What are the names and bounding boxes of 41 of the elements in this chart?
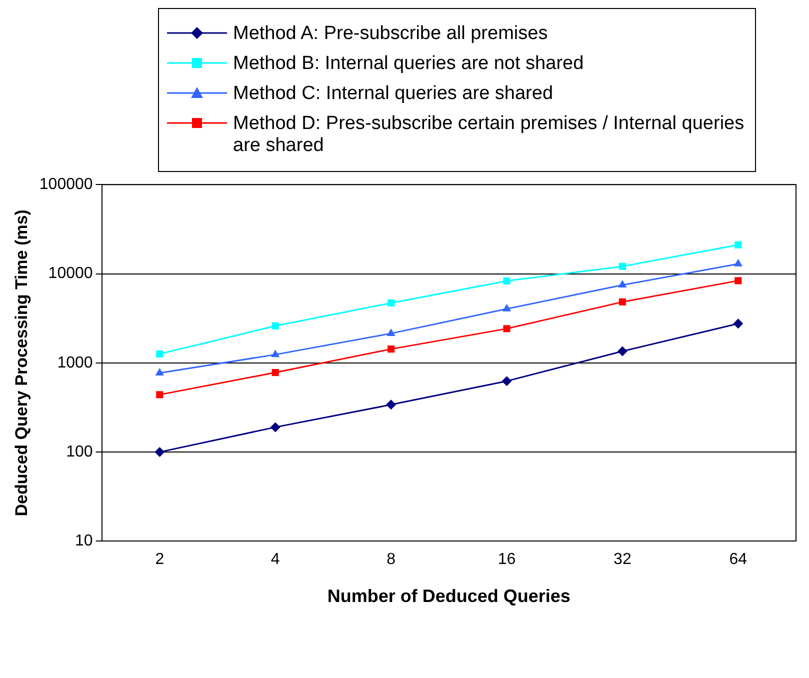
- point: [271, 350, 280, 358]
- point: [270, 422, 280, 432]
- point: [272, 322, 279, 330]
- point: [618, 262, 626, 270]
- legend-label: Method A: Pre-subscribe all premises: [233, 23, 548, 45]
- legend-label: Method D: Pres-subscribe certain premises / Internal queries are shared: [233, 113, 746, 157]
- point: [388, 346, 395, 353]
- point: [154, 447, 165, 458]
- point: [502, 304, 512, 312]
- x-axis-title: Number of Deduced Queries: [327, 586, 570, 606]
- x-tick-label: 8: [386, 551, 396, 568]
- point: [386, 328, 396, 336]
- y-tick-label: 100000: [39, 176, 93, 194]
- point: [156, 350, 164, 358]
- y-tick-label: 100: [66, 443, 93, 460]
- y-tick-label: 10000: [48, 265, 93, 282]
- x-tick-label: 4: [270, 551, 280, 568]
- point: [733, 318, 744, 329]
- point: [734, 241, 742, 248]
- point: [618, 298, 626, 306]
- point: [272, 368, 279, 376]
- y-tick-label: 10: [74, 532, 93, 550]
- y-axis-title: Deduced Query Processing Time (ms): [12, 210, 31, 516]
- y-tick-label: 1000: [57, 354, 93, 372]
- point: [617, 346, 628, 356]
- point: [156, 391, 164, 398]
- x-tick-label: 16: [498, 551, 516, 568]
- point: [618, 280, 627, 288]
- point: [734, 277, 742, 284]
- point: [388, 299, 395, 307]
- x-tick-label: 32: [614, 551, 632, 568]
- point: [155, 368, 164, 376]
- x-tick-label: 2: [155, 551, 164, 568]
- x-tick-label: 64: [729, 551, 748, 568]
- point: [502, 376, 512, 386]
- legend-label: Method C: Internal queries are shared: [233, 83, 554, 105]
- point: [734, 258, 742, 266]
- legend-label: Method B: Internal queries are not shared: [233, 53, 584, 75]
- point: [386, 400, 396, 410]
- point: [503, 277, 510, 284]
- point: [503, 325, 510, 332]
